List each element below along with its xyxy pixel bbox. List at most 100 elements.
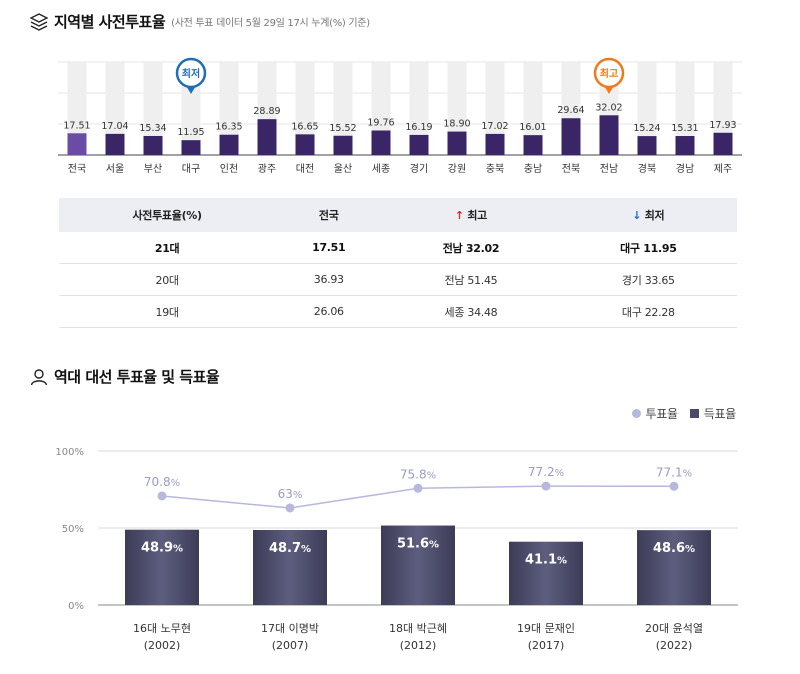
value-label-부산: 15.34 — [139, 123, 166, 134]
category-label-울산: 울산 — [334, 163, 352, 175]
vote-share-label-1: 48.7% — [269, 541, 311, 556]
turnout-point-3 — [541, 481, 551, 491]
table-row: 21대 17.51 전남 32.02 대구 11.95 — [59, 232, 737, 264]
value-label-경기: 16.19 — [405, 122, 432, 133]
bar-background — [219, 62, 239, 155]
category-label-강원: 강원 — [448, 163, 466, 175]
bar-background — [105, 62, 125, 155]
bar-경북 — [637, 136, 657, 155]
value-label-전국: 17.51 — [63, 120, 90, 131]
regional-bar-chart: 17.51 전국 17.04 서울 15.34 부산 11.95 대구 16.35 인천 28.89… — [58, 57, 742, 175]
bar-background — [713, 62, 733, 155]
x-label-2: 18대 박근혜 — [389, 622, 447, 635]
max-marker-label: 최고 — [600, 67, 618, 80]
section1-header: 지역별 사전투표율 (사전 투표 데이터 5월 29일 17시 누계(%) 기준… — [30, 11, 370, 32]
bar-background — [485, 62, 505, 155]
x-label-0: 16대 노무현 — [133, 622, 191, 635]
x-year-1: (2007) — [272, 639, 309, 652]
category-label-인천: 인천 — [220, 163, 238, 175]
category-label-충북: 충북 — [486, 163, 504, 175]
category-label-제주: 제주 — [714, 163, 732, 175]
vote-share-bar-3 — [509, 541, 583, 605]
vote-share-label-3: 41.1% — [525, 553, 567, 568]
value-label-울산: 15.52 — [329, 123, 356, 134]
turnout-label-1: 63% — [278, 487, 303, 501]
y-tick-label: 50% — [62, 524, 84, 535]
vote-share-bar-1 — [253, 530, 327, 605]
header-national: 전국 — [275, 198, 383, 232]
section1-title: 지역별 사전투표율 — [54, 13, 166, 31]
vote-share-bar-0 — [125, 529, 199, 605]
section2-header: 역대 대선 투표율 및 득표율 — [30, 366, 220, 387]
bar-background — [409, 62, 429, 155]
bar-background — [67, 62, 87, 155]
turnout-point-1 — [285, 503, 295, 513]
bar-background — [333, 62, 353, 155]
category-label-경남: 경남 — [676, 162, 694, 175]
value-label-서울: 17.04 — [101, 121, 128, 132]
y-tick-label: 0% — [68, 601, 84, 612]
table-row: 20대 36.93 전남 51.45 경기 33.65 — [59, 263, 737, 296]
vote-share-bar-4 — [637, 530, 711, 605]
legend-bar-marker — [689, 409, 699, 418]
bar-광주 — [257, 119, 277, 155]
category-label-충남: 충남 — [524, 163, 542, 175]
down-arrow-icon: ↓ — [632, 209, 642, 222]
legend-line-label: 투표율 — [645, 407, 679, 421]
turnout-label-4: 77.1% — [656, 465, 692, 479]
value-label-세종: 19.76 — [367, 117, 394, 128]
max-marker — [593, 57, 625, 89]
value-label-전남: 32.02 — [595, 102, 622, 113]
category-label-광주: 광주 — [258, 163, 276, 175]
y-tick-label: 100% — [55, 447, 84, 458]
value-label-대전: 16.65 — [291, 121, 318, 132]
value-label-경남: 15.31 — [671, 123, 698, 134]
header-max: ↑ 최고 — [382, 198, 560, 232]
category-label-부산: 부산 — [144, 163, 162, 175]
section2-title: 역대 대선 투표율 및 득표율 — [54, 368, 220, 386]
value-label-경북: 15.24 — [633, 123, 660, 134]
bar-제주 — [713, 132, 733, 155]
layers-icon — [30, 12, 48, 31]
value-label-제주: 17.93 — [709, 120, 736, 131]
vote-share-label-4: 48.6% — [653, 541, 695, 556]
category-label-전남: 전남 — [600, 163, 618, 175]
bar-부산 — [143, 135, 163, 155]
min-marker — [175, 57, 207, 89]
category-label-서울: 서울 — [106, 163, 124, 175]
bar-세종 — [371, 130, 391, 155]
comparison-table: 사전투표율(%) 전국 ↑ 최고 ↓ 최저 21대 17.51 전남 32.02… — [59, 198, 737, 328]
bar-인천 — [219, 134, 239, 155]
turnout-point-2 — [413, 483, 423, 493]
table-row: 19대 26.06 세종 34.48 대구 22.28 — [59, 295, 737, 328]
vote-share-label-2: 51.6% — [397, 537, 439, 552]
category-label-세종: 세종 — [372, 163, 390, 175]
legend-bar-label: 득표율 — [703, 407, 737, 421]
bar-충북 — [485, 133, 505, 155]
bar-대전 — [295, 134, 315, 155]
value-label-전북: 29.64 — [557, 105, 584, 116]
bar-강원 — [447, 131, 467, 155]
category-label-대구: 대구 — [182, 163, 200, 175]
category-label-경북: 경북 — [638, 162, 656, 175]
bar-background — [675, 62, 695, 155]
x-year-0: (2002) — [144, 639, 181, 652]
min-marker-label: 최저 — [182, 67, 200, 80]
bar-경남 — [675, 136, 695, 155]
turnout-label-3: 77.2% — [528, 465, 564, 479]
table-header-row: 사전투표율(%) 전국 ↑ 최고 ↓ 최저 — [59, 198, 737, 232]
x-year-2: (2012) — [400, 639, 437, 652]
bar-전국 — [67, 133, 87, 155]
category-label-전북: 전북 — [562, 163, 580, 175]
bar-대구 — [181, 140, 201, 155]
category-label-경기: 경기 — [410, 162, 428, 175]
x-year-4: (2022) — [656, 639, 693, 652]
value-label-충북: 17.02 — [481, 121, 508, 132]
header-rate: 사전투표율(%) — [59, 198, 276, 232]
value-label-강원: 18.90 — [443, 119, 470, 130]
vote-share-label-0: 48.9% — [141, 541, 183, 556]
x-label-3: 19대 문재인 — [517, 622, 575, 635]
bar-background — [523, 62, 543, 155]
category-label-전국: 전국 — [68, 163, 86, 175]
x-label-1: 17대 이명박 — [261, 622, 319, 635]
